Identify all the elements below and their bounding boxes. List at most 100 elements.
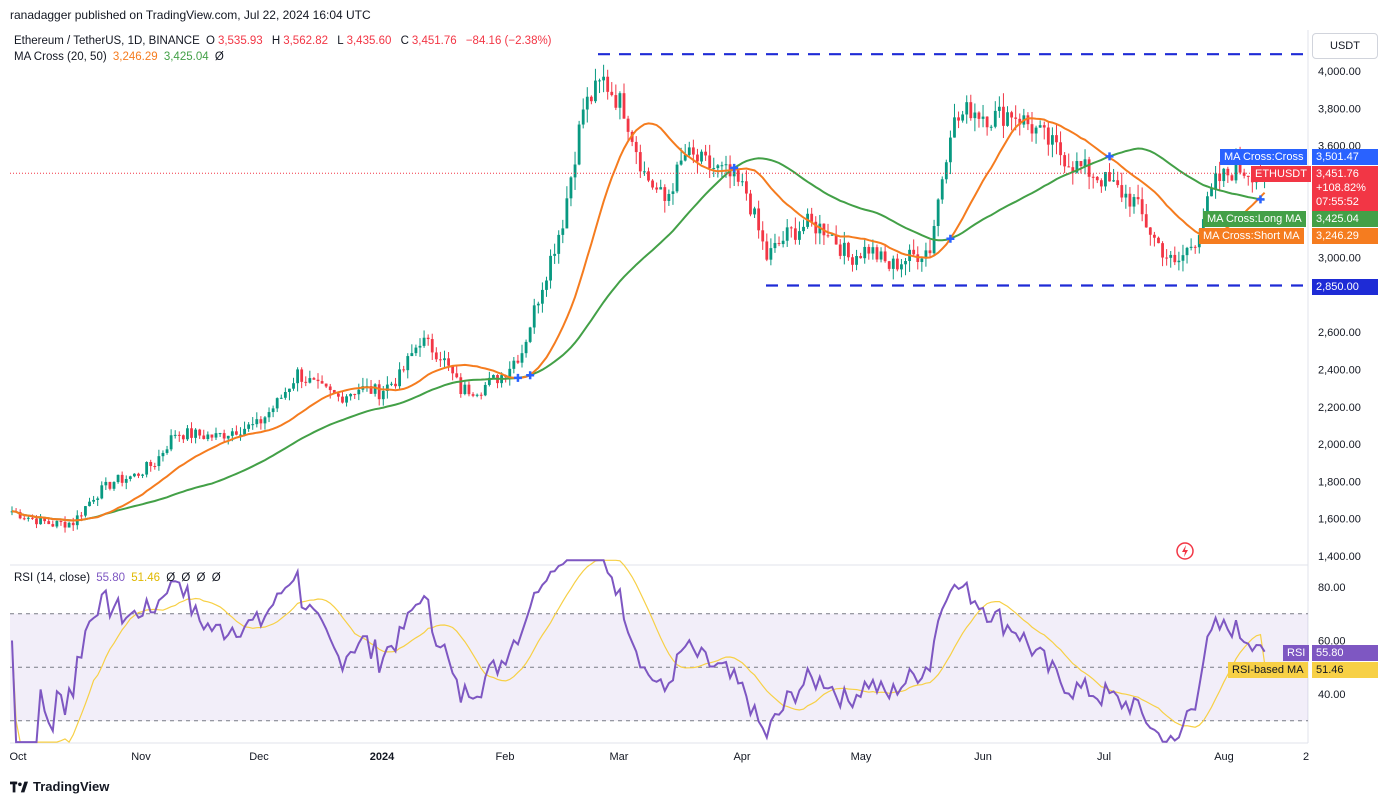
candle-body	[357, 389, 361, 395]
candle-body	[577, 124, 581, 165]
candle-body	[508, 368, 512, 378]
candle-body	[1136, 197, 1140, 200]
candle-body	[1153, 234, 1156, 238]
candle-body	[31, 517, 34, 519]
time-tick-label: May	[851, 751, 872, 763]
candle-body	[198, 429, 202, 436]
candle-body	[965, 102, 969, 115]
candle-body	[798, 231, 801, 240]
candle-body	[1140, 199, 1144, 215]
candle-body	[157, 456, 161, 467]
candle-body	[120, 474, 124, 483]
candle-body	[793, 228, 797, 240]
time-tick-label: Jul	[1097, 751, 1111, 763]
candle-body	[1181, 255, 1185, 261]
candle-body	[520, 353, 524, 363]
candle-body	[912, 249, 916, 255]
candle-body	[700, 151, 703, 162]
candle-body	[1206, 196, 1209, 220]
currency-button[interactable]: USDT	[1312, 33, 1378, 59]
candle-body	[838, 244, 842, 256]
candle-body	[1193, 246, 1197, 248]
rsi-legend: RSI (14, close) 55.80 51.46 Ø Ø Ø Ø	[14, 572, 224, 584]
price-tick-label: 4,000.00	[1318, 66, 1361, 78]
candle-body	[492, 375, 495, 378]
ma-cross-marker	[1105, 152, 1114, 161]
price-tick-label: 3,000.00	[1318, 253, 1361, 265]
rsi-tick-label: 80.00	[1318, 582, 1346, 594]
candle-body	[1132, 197, 1136, 207]
candle-body	[108, 481, 112, 489]
candle-body	[928, 250, 932, 254]
candle-body	[1173, 254, 1177, 263]
candle-body	[455, 373, 459, 378]
candle-body	[781, 240, 785, 245]
candle-body	[116, 474, 120, 483]
candle-body	[137, 473, 140, 476]
candle-body	[463, 384, 467, 395]
candle-body	[316, 379, 320, 382]
time-tick-label: Aug	[1214, 751, 1234, 763]
rsi-label: RSI (14, close)	[14, 572, 91, 584]
candle-body	[161, 452, 165, 457]
ethusdt-price: 3,451.76	[1316, 168, 1359, 180]
candle-body	[1124, 193, 1128, 198]
candle-body	[1051, 135, 1054, 145]
candle-body	[373, 384, 377, 394]
candle-body	[610, 91, 614, 96]
candle-body	[1116, 180, 1120, 186]
candle-body	[581, 109, 585, 125]
candle-body	[51, 524, 55, 527]
flash-icon[interactable]	[1175, 541, 1195, 561]
candle-body	[761, 230, 765, 242]
candle-body	[141, 474, 144, 476]
rsi-ma-value: 51.46	[131, 572, 161, 584]
candle-body	[190, 428, 193, 438]
candle-body	[977, 112, 981, 119]
time-tick-label: Jun	[974, 751, 992, 763]
candle-body	[422, 337, 426, 346]
candle-body	[230, 431, 234, 436]
candle-body	[1067, 166, 1071, 168]
tradingview-footer[interactable]: TradingView	[10, 779, 109, 794]
candle-body	[716, 165, 720, 169]
candle-body	[745, 181, 748, 194]
candle-body	[292, 383, 295, 389]
candle-body	[651, 180, 654, 188]
candle-body	[859, 255, 863, 259]
price-tick-label: 2,200.00	[1318, 402, 1361, 414]
candle-body	[614, 95, 618, 108]
candle-body	[153, 466, 157, 468]
candle-body	[145, 462, 149, 475]
candle-body	[487, 377, 491, 385]
candle-body	[173, 434, 177, 436]
candle-body	[981, 116, 985, 119]
candle-body	[1046, 127, 1050, 145]
candle-body	[296, 369, 299, 384]
candle-body	[214, 433, 218, 438]
candle-body	[1120, 185, 1124, 198]
candle-body	[96, 498, 100, 500]
time-tick-label: Feb	[496, 751, 515, 763]
candle-body	[1214, 173, 1217, 189]
candle-body	[867, 246, 871, 254]
candle-body	[104, 481, 108, 486]
candle-body	[92, 499, 95, 502]
time-tick-label: Dec	[249, 751, 269, 763]
ethusdt-tag: ETHUSDT	[1251, 166, 1311, 182]
symbol-legend: Ethereum / TetherUS, 1D, BINANCE O 3,535.…	[14, 35, 555, 47]
candle-body	[879, 251, 883, 260]
candle-body	[553, 253, 557, 256]
rsi-tick-label: 60.00	[1318, 636, 1346, 648]
ma-cross-tag: MA Cross:Cross	[1220, 149, 1308, 165]
candle-body	[618, 93, 622, 108]
candle-body	[606, 76, 610, 92]
candle-body	[353, 393, 357, 395]
rsi-tag: RSI	[1283, 645, 1310, 661]
rsi-tick-label: 40.00	[1318, 689, 1346, 701]
candle-body	[512, 360, 516, 369]
price-tick-label: 2,400.00	[1318, 364, 1361, 376]
candle-body	[647, 171, 650, 181]
candle-body	[834, 234, 838, 245]
